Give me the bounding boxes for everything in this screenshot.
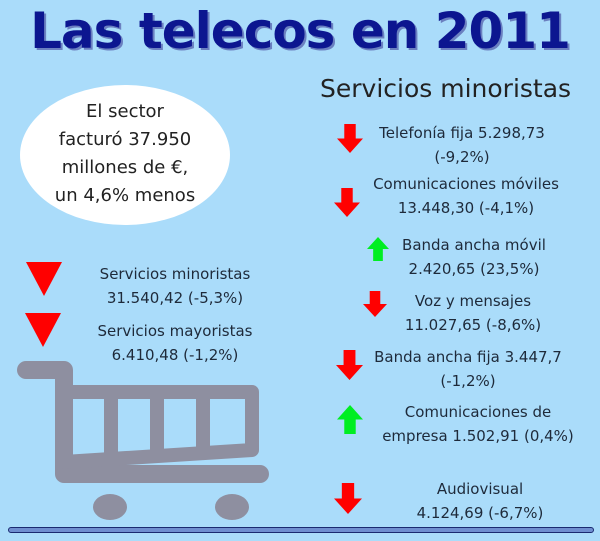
item-value: 13.448,30 (-4,1%) (397, 199, 535, 217)
arrow-down-icon (334, 188, 360, 217)
item-label: Banda ancha fija 3.447,7 (374, 348, 562, 366)
summary-line: El sector (86, 101, 164, 122)
item-label: Telefonía fija 5.298,73 (379, 124, 545, 142)
page-title: Las telecos en 2011 (30, 2, 571, 60)
item-label: Audiovisual (436, 480, 524, 498)
item-value: 4.124,69 (-6,7%) (416, 504, 544, 522)
item-label: Banda ancha móvil (402, 236, 546, 254)
shopping-cart-icon (17, 361, 269, 520)
item-label: Comunicaciones móviles (373, 175, 559, 193)
right-item: Comunicaciones móviles 13.448,30 (-4,1%) (346, 172, 586, 220)
arrow-up-icon (367, 237, 389, 261)
item-value: 31.540,42 (-5,3%) (106, 289, 244, 307)
right-item: Comunicaciones de empresa 1.502,91 (0,4%… (358, 400, 598, 448)
item-value: 2.420,65 (23,5%) (408, 260, 540, 278)
right-item: Banda ancha fija 3.447,7 (-1,2%) (348, 345, 588, 393)
arrow-down-icon (334, 483, 362, 514)
triangle-down-icon (26, 262, 62, 296)
item-value: 6.410,48 (-1,2%) (111, 346, 239, 364)
right-item: Banda ancha móvil 2.420,65 (23,5%) (354, 233, 594, 281)
item-label: Comunicaciones de (404, 403, 552, 421)
summary-line: un 4,6% menos (54, 185, 196, 206)
right-item: Telefonía fija 5.298,73 (-9,2%) (342, 121, 582, 169)
left-item-minoristas: Servicios minoristas 31.540,42 (-5,3%) (70, 262, 280, 310)
item-label: Servicios minoristas (99, 265, 251, 283)
arrow-down-icon (363, 291, 387, 317)
item-value: empresa 1.502,91 (0,4%) (382, 427, 574, 445)
arrow-up-icon (337, 405, 363, 434)
summary-line: millones de €, (61, 157, 189, 178)
item-value: (-9,2%) (434, 148, 490, 166)
arrow-down-icon (336, 350, 363, 380)
section-title: Servicios minoristas (320, 74, 572, 103)
item-value: 11.027,65 (-8,6%) (404, 316, 542, 334)
item-value: (-1,2%) (440, 372, 496, 390)
right-item: Voz y mensajes 11.027,65 (-8,6%) (353, 289, 593, 337)
bottom-divider (8, 527, 594, 533)
right-item: Audiovisual 4.124,69 (-6,7%) (360, 477, 600, 525)
item-label: Servicios mayoristas (97, 322, 253, 340)
left-item-mayoristas: Servicios mayoristas 6.410,48 (-1,2%) (70, 319, 280, 367)
summary-line: facturó 37.950 (58, 129, 192, 150)
summary-text: El sector facturó 37.950 millones de €, … (20, 98, 230, 210)
arrow-down-icon (337, 124, 363, 153)
item-label: Voz y mensajes (414, 292, 532, 310)
summary-bubble (20, 85, 230, 225)
triangle-down-icon (25, 313, 61, 347)
